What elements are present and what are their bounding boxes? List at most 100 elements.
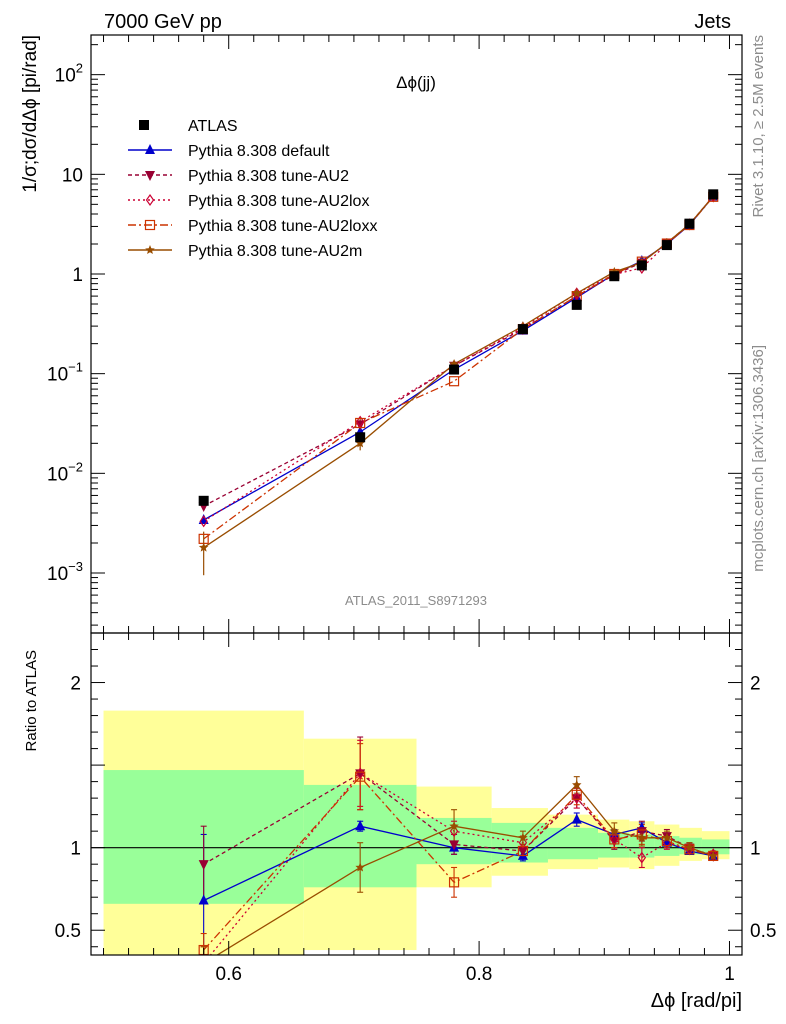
- ratio-point-4-4: [572, 779, 582, 789]
- ratio-line-1: [203, 772, 714, 865]
- series-point-4-4: [572, 288, 582, 298]
- ratio-point-3-2: [448, 877, 460, 888]
- ratio-series: [198, 736, 719, 968]
- legend-marker-0: [145, 144, 155, 154]
- data-point-3: [517, 324, 528, 335]
- xtick-label-1: 0.8: [466, 964, 492, 985]
- x-axis-label: Δϕ [rad/pi]: [651, 990, 742, 1012]
- ratio-point-4-1: [355, 862, 365, 872]
- legend-marker-atlas: [139, 120, 149, 130]
- legend-marker-4: [145, 245, 155, 254]
- header-energy: 7000 GeV pp: [104, 11, 222, 33]
- ratio-point-2-6: [637, 851, 647, 864]
- ratio-point-1-2: [449, 840, 460, 851]
- series-point-4-1: [355, 438, 365, 448]
- ratio-point-0-0: [198, 894, 209, 905]
- legend: ATLAS Pythia 8.308 default Pythia 8.308 tu…: [128, 118, 377, 260]
- bottom-ytick-label-left-0: 0.5: [55, 921, 81, 942]
- ratio-point-1-5: [609, 837, 620, 848]
- ytick-base: 10: [55, 66, 76, 87]
- ratio-point-1-3: [517, 846, 528, 857]
- series-point-0-0: [198, 514, 209, 525]
- series-line-4: [203, 195, 714, 549]
- band-1sigma-9: [701, 839, 730, 855]
- xtick-label-2: 1: [724, 964, 735, 985]
- main-series: [198, 189, 719, 576]
- data-point-9: [708, 189, 719, 200]
- ratio-point-4-2: [449, 821, 459, 831]
- series-point-2-0: [199, 515, 208, 528]
- data-point-1: [355, 432, 366, 443]
- ratio-line-4: [216, 783, 714, 955]
- series-line-2: [203, 195, 714, 522]
- side-rivet: Rivet 3.1.10, ≥ 2.5M events: [750, 35, 767, 218]
- watermark: ATLAS_2011_S8971293: [345, 593, 487, 608]
- side-mcplots: mcplots.cern.ch [arXiv:1306.3436]: [750, 345, 767, 572]
- ratio-point-4-7: [662, 832, 672, 842]
- data-point-2: [449, 364, 460, 375]
- bottom-ytick-label-left-1: 1: [70, 839, 81, 860]
- legend-label-atlas: ATLAS: [188, 118, 238, 135]
- ratio-point-1-0: [198, 860, 209, 871]
- ratio-point-0-4: [571, 813, 582, 824]
- series-point-2-1: [355, 415, 365, 428]
- top-ytick-label-1: 10−2: [47, 459, 83, 485]
- top-ytick-label-5: 102: [55, 61, 83, 87]
- ratio-line-0: [203, 818, 714, 902]
- series-point-4-0: [198, 542, 209, 552]
- ratio-point-3-5: [609, 834, 620, 845]
- ytick-exp: 2: [76, 61, 83, 76]
- band-1sigma-4: [547, 827, 599, 860]
- bottom-ytick-label-right-1: 1: [750, 839, 761, 860]
- top-ylabel: 1/σ;dσ/dΔϕ [pi/rad]: [20, 35, 41, 193]
- legend-marker-1: [145, 171, 155, 181]
- data-point-6: [636, 260, 647, 271]
- data-point-5: [609, 271, 620, 282]
- xtick-label-0: 0.6: [216, 964, 242, 985]
- ytick-base: 10: [47, 464, 68, 485]
- top-ytick-label-4: 10: [62, 165, 83, 186]
- legend-label-4: Pythia 8.308 tune-AU2m: [188, 243, 362, 260]
- data-point-7: [661, 240, 672, 251]
- legend-marker-3: [144, 219, 156, 231]
- legend-label-1: Pythia 8.308 tune-AU2: [188, 168, 349, 185]
- legend-marker-2: [145, 193, 155, 207]
- ytick-base: 10: [47, 564, 68, 585]
- ratio-point-3-1: [355, 771, 366, 782]
- ratio-line-3: [203, 775, 714, 951]
- header-jets: Jets: [694, 11, 731, 33]
- bottom-ytick-label-right-2: 2: [750, 674, 761, 695]
- ratio-point-4-9: [708, 850, 718, 860]
- ratio-point-4-5: [609, 826, 620, 836]
- ratio-point-0-1: [355, 820, 366, 831]
- ratio-point-2-9: [708, 848, 718, 861]
- legend-label-3: Pythia 8.308 tune-AU2loxx: [188, 218, 377, 235]
- legend-label-0: Pythia 8.308 default: [188, 143, 330, 160]
- bottom-frame: [90, 632, 743, 956]
- data-point-0: [198, 495, 209, 506]
- ratio-point-2-4: [572, 792, 581, 805]
- series-point-3-2: [448, 376, 460, 387]
- ytick-exp: −1: [68, 360, 83, 375]
- ratio-point-4-8: [684, 842, 695, 852]
- top-ytick-label-0: 10−3: [47, 559, 83, 585]
- ytick-exp: −3: [68, 559, 83, 574]
- bottom-ylabel: Ratio to ATLAS: [23, 650, 40, 751]
- ratio-point-2-0: [200, 958, 207, 968]
- ratio-point-4-6: [637, 832, 647, 842]
- ratio-point-3-4: [571, 789, 582, 800]
- top-ytick-label-2: 10−1: [47, 360, 83, 386]
- top-ytick-label-3: 1: [72, 265, 83, 286]
- ratio-line-2: [209, 772, 714, 955]
- ratio-point-3-3: [517, 845, 529, 857]
- bottom-ytick-label-left-2: 2: [70, 674, 81, 695]
- data-point-8: [684, 218, 695, 229]
- ytick-exp: −2: [68, 459, 83, 474]
- bottom-ytick-label-right-0: 0.5: [750, 921, 776, 942]
- series-point-3-1: [355, 417, 366, 429]
- ytick-base: 10: [47, 365, 68, 386]
- data-point-4: [571, 299, 582, 310]
